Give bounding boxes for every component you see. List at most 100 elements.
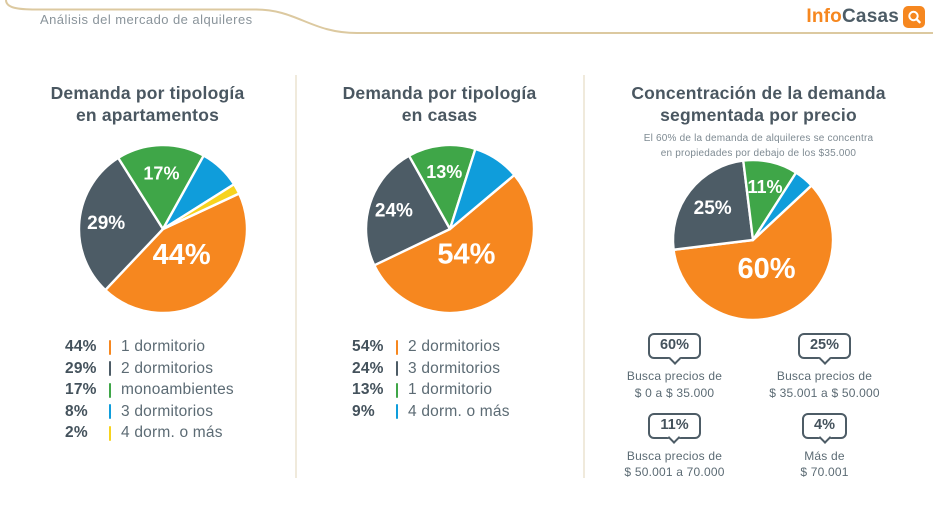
legend-percent: 13% xyxy=(352,381,384,399)
legend-color-bar xyxy=(109,382,111,398)
pie-slice-percent-label: 54% xyxy=(437,239,495,271)
pie-slice-percent-label: 44% xyxy=(152,239,210,271)
legend-color-bar xyxy=(109,361,111,377)
pie-slice xyxy=(671,159,754,252)
chart-title-line: Demanda por tipología xyxy=(342,83,537,103)
price-badge-line: $ 0 a $ 35.000 xyxy=(634,386,715,401)
page-title: Análisis del mercado de alquileres xyxy=(40,12,253,27)
pie-slice-percent-label: 25% xyxy=(693,198,731,219)
legend-label: 4 dorm. o más xyxy=(121,424,223,442)
pie-slice xyxy=(372,174,535,315)
legend-item: 54% 2 dormitorios xyxy=(352,336,510,358)
chart-column-1: Demanda por tipología en apartamentos 44% 2… xyxy=(0,62,295,524)
pie-slice-percent-label: 17% xyxy=(143,164,179,184)
chart-title-line: Concentración de la demanda xyxy=(631,83,886,103)
legend-item: 29% 2 dormitorios xyxy=(65,358,234,380)
legend-percent: 8% xyxy=(65,402,88,420)
charts-area: Demanda por tipología en apartamentos 44% 2… xyxy=(0,62,933,524)
price-badge-percent: 25% xyxy=(797,333,852,360)
price-badge-line: $ 50.001 a 70.000 xyxy=(624,465,725,480)
legend-percent: 44% xyxy=(65,338,97,356)
infocasas-logo: Info Casas xyxy=(806,6,925,28)
legend-item: 17% monoambientes xyxy=(65,379,234,401)
legend-label: monoambientes xyxy=(121,381,234,399)
column-divider-2 xyxy=(583,75,585,478)
price-badge: 11% Busca precios de $ 50.001 a 70.000 xyxy=(600,412,750,481)
legend-percent: 17% xyxy=(65,381,97,399)
legend-label: 4 dorm. o más xyxy=(408,402,510,420)
pie-slice xyxy=(77,157,164,292)
pie-chart: 44% 29% 17% xyxy=(77,144,248,315)
legend-color-bar xyxy=(396,361,398,377)
header-accent-line xyxy=(5,0,933,34)
price-badge: 4% Más de $ 70.001 xyxy=(750,412,900,482)
price-badge-line: Busca precios de xyxy=(626,448,723,463)
price-badge-description: Busca precios de $ 0 a $ 35.000 xyxy=(627,368,722,402)
legend-color-bar xyxy=(396,339,398,355)
pie-chart-wrap: 54% 24% 13% xyxy=(355,134,545,324)
pie-chart-wrap: 44% 29% 17% xyxy=(68,134,258,324)
pie-slice-percent-label: 13% xyxy=(426,163,462,183)
pie-slice xyxy=(116,144,205,231)
pie-slice-percent-label: 60% xyxy=(737,253,795,285)
chart-title: Demanda por tipología en apartamentos xyxy=(51,83,245,126)
logo-text-info: Info xyxy=(806,6,842,27)
pie-slice xyxy=(751,171,813,242)
legend-item: 8% 3 dormitorios xyxy=(65,401,234,423)
legend-item: 13% 1 dormitorio xyxy=(352,379,510,401)
price-badge: 25% Busca precios de $ 35.001 a $ 50.000 xyxy=(750,333,900,401)
price-badge-percent: 60% xyxy=(647,333,702,360)
price-badge: 60% Busca precios de $ 0 a $ 35.000 xyxy=(600,333,750,401)
chart-title-line: en apartamentos xyxy=(75,104,220,125)
pie-slice xyxy=(103,192,248,315)
legend-label: 3 dormitorios xyxy=(408,359,501,377)
price-badge-line: $ 70.001 xyxy=(800,465,849,480)
chart-column-3: Concentración de la demanda segmentada po… xyxy=(584,62,933,524)
chart-title-line: Demanda por tipología xyxy=(50,83,245,103)
logo-text-casas: Casas xyxy=(842,6,899,27)
chart-subtitle-line: en propiedades por debajo de los $35.000 xyxy=(660,148,857,160)
price-badge-line: Más de xyxy=(804,448,845,463)
chart-title: Concentración de la demanda segmentada po… xyxy=(631,83,885,126)
legend-color-bar xyxy=(109,404,111,420)
price-badges-grid: 60% Busca precios de $ 0 a $ 35.000 25% Busc… xyxy=(600,333,900,481)
legend-label: 1 dormitorio xyxy=(121,338,206,356)
legend-percent: 54% xyxy=(352,338,384,356)
chart-subtitle: El 60% de la demanda de alquileres se co… xyxy=(644,131,874,161)
legend-percent: 24% xyxy=(352,359,384,377)
chart-title-line: en casas xyxy=(401,104,478,125)
legend-percent: 9% xyxy=(352,402,375,420)
legend-percent: 2% xyxy=(65,424,88,442)
pie-slice-percent-label: 11% xyxy=(747,177,782,197)
chart-title-line: segmentada por precio xyxy=(660,104,857,125)
price-badge-percent: 4% xyxy=(802,412,847,439)
legend-item: 24% 3 dormitorios xyxy=(352,358,510,380)
pie-slice xyxy=(448,148,516,231)
pie-slice-percent-label: 29% xyxy=(87,213,125,234)
pie-chart: 54% 24% 13% xyxy=(364,144,535,315)
price-badge-line: $ 35.001 a $ 50.000 xyxy=(769,386,880,401)
legend-item: 9% 4 dorm. o más xyxy=(352,401,510,423)
legend-label: 2 dormitorios xyxy=(121,359,214,377)
legend-percent: 29% xyxy=(65,359,97,377)
pie-chart-wrap: 60% 25% 11% xyxy=(658,145,848,335)
legend-color-bar xyxy=(396,404,398,420)
pie-legend: 44% 1 dormitorio 29% 2 dormitorios 17% monoam… xyxy=(65,336,234,444)
legend-item: 2% 4 dorm. o más xyxy=(65,422,234,444)
chart-column-2: Demanda por tipología en casas 54% 24% 13% 54… xyxy=(296,62,583,524)
price-badge-description: Busca precios de $ 35.001 a $ 50.000 xyxy=(769,368,880,402)
column-divider-1 xyxy=(295,75,297,478)
price-badge-line: Busca precios de xyxy=(626,369,723,384)
pie-chart: 60% 25% 11% xyxy=(671,159,834,322)
legend-label: 3 dormitorios xyxy=(121,402,214,420)
pie-legend: 54% 2 dormitorios 24% 3 dormitorios 13% 1 dor… xyxy=(352,336,510,422)
price-badge-description: Más de $ 70.001 xyxy=(800,448,848,482)
legend-label: 2 dormitorios xyxy=(408,338,501,356)
chart-subtitle-line: El 60% de la demanda de alquileres se co… xyxy=(643,133,874,145)
pie-slice-percent-label: 24% xyxy=(374,201,412,222)
legend-color-bar xyxy=(109,425,111,441)
pie-slice xyxy=(161,183,240,231)
price-badge-percent: 11% xyxy=(648,412,701,439)
legend-color-bar xyxy=(109,339,111,355)
